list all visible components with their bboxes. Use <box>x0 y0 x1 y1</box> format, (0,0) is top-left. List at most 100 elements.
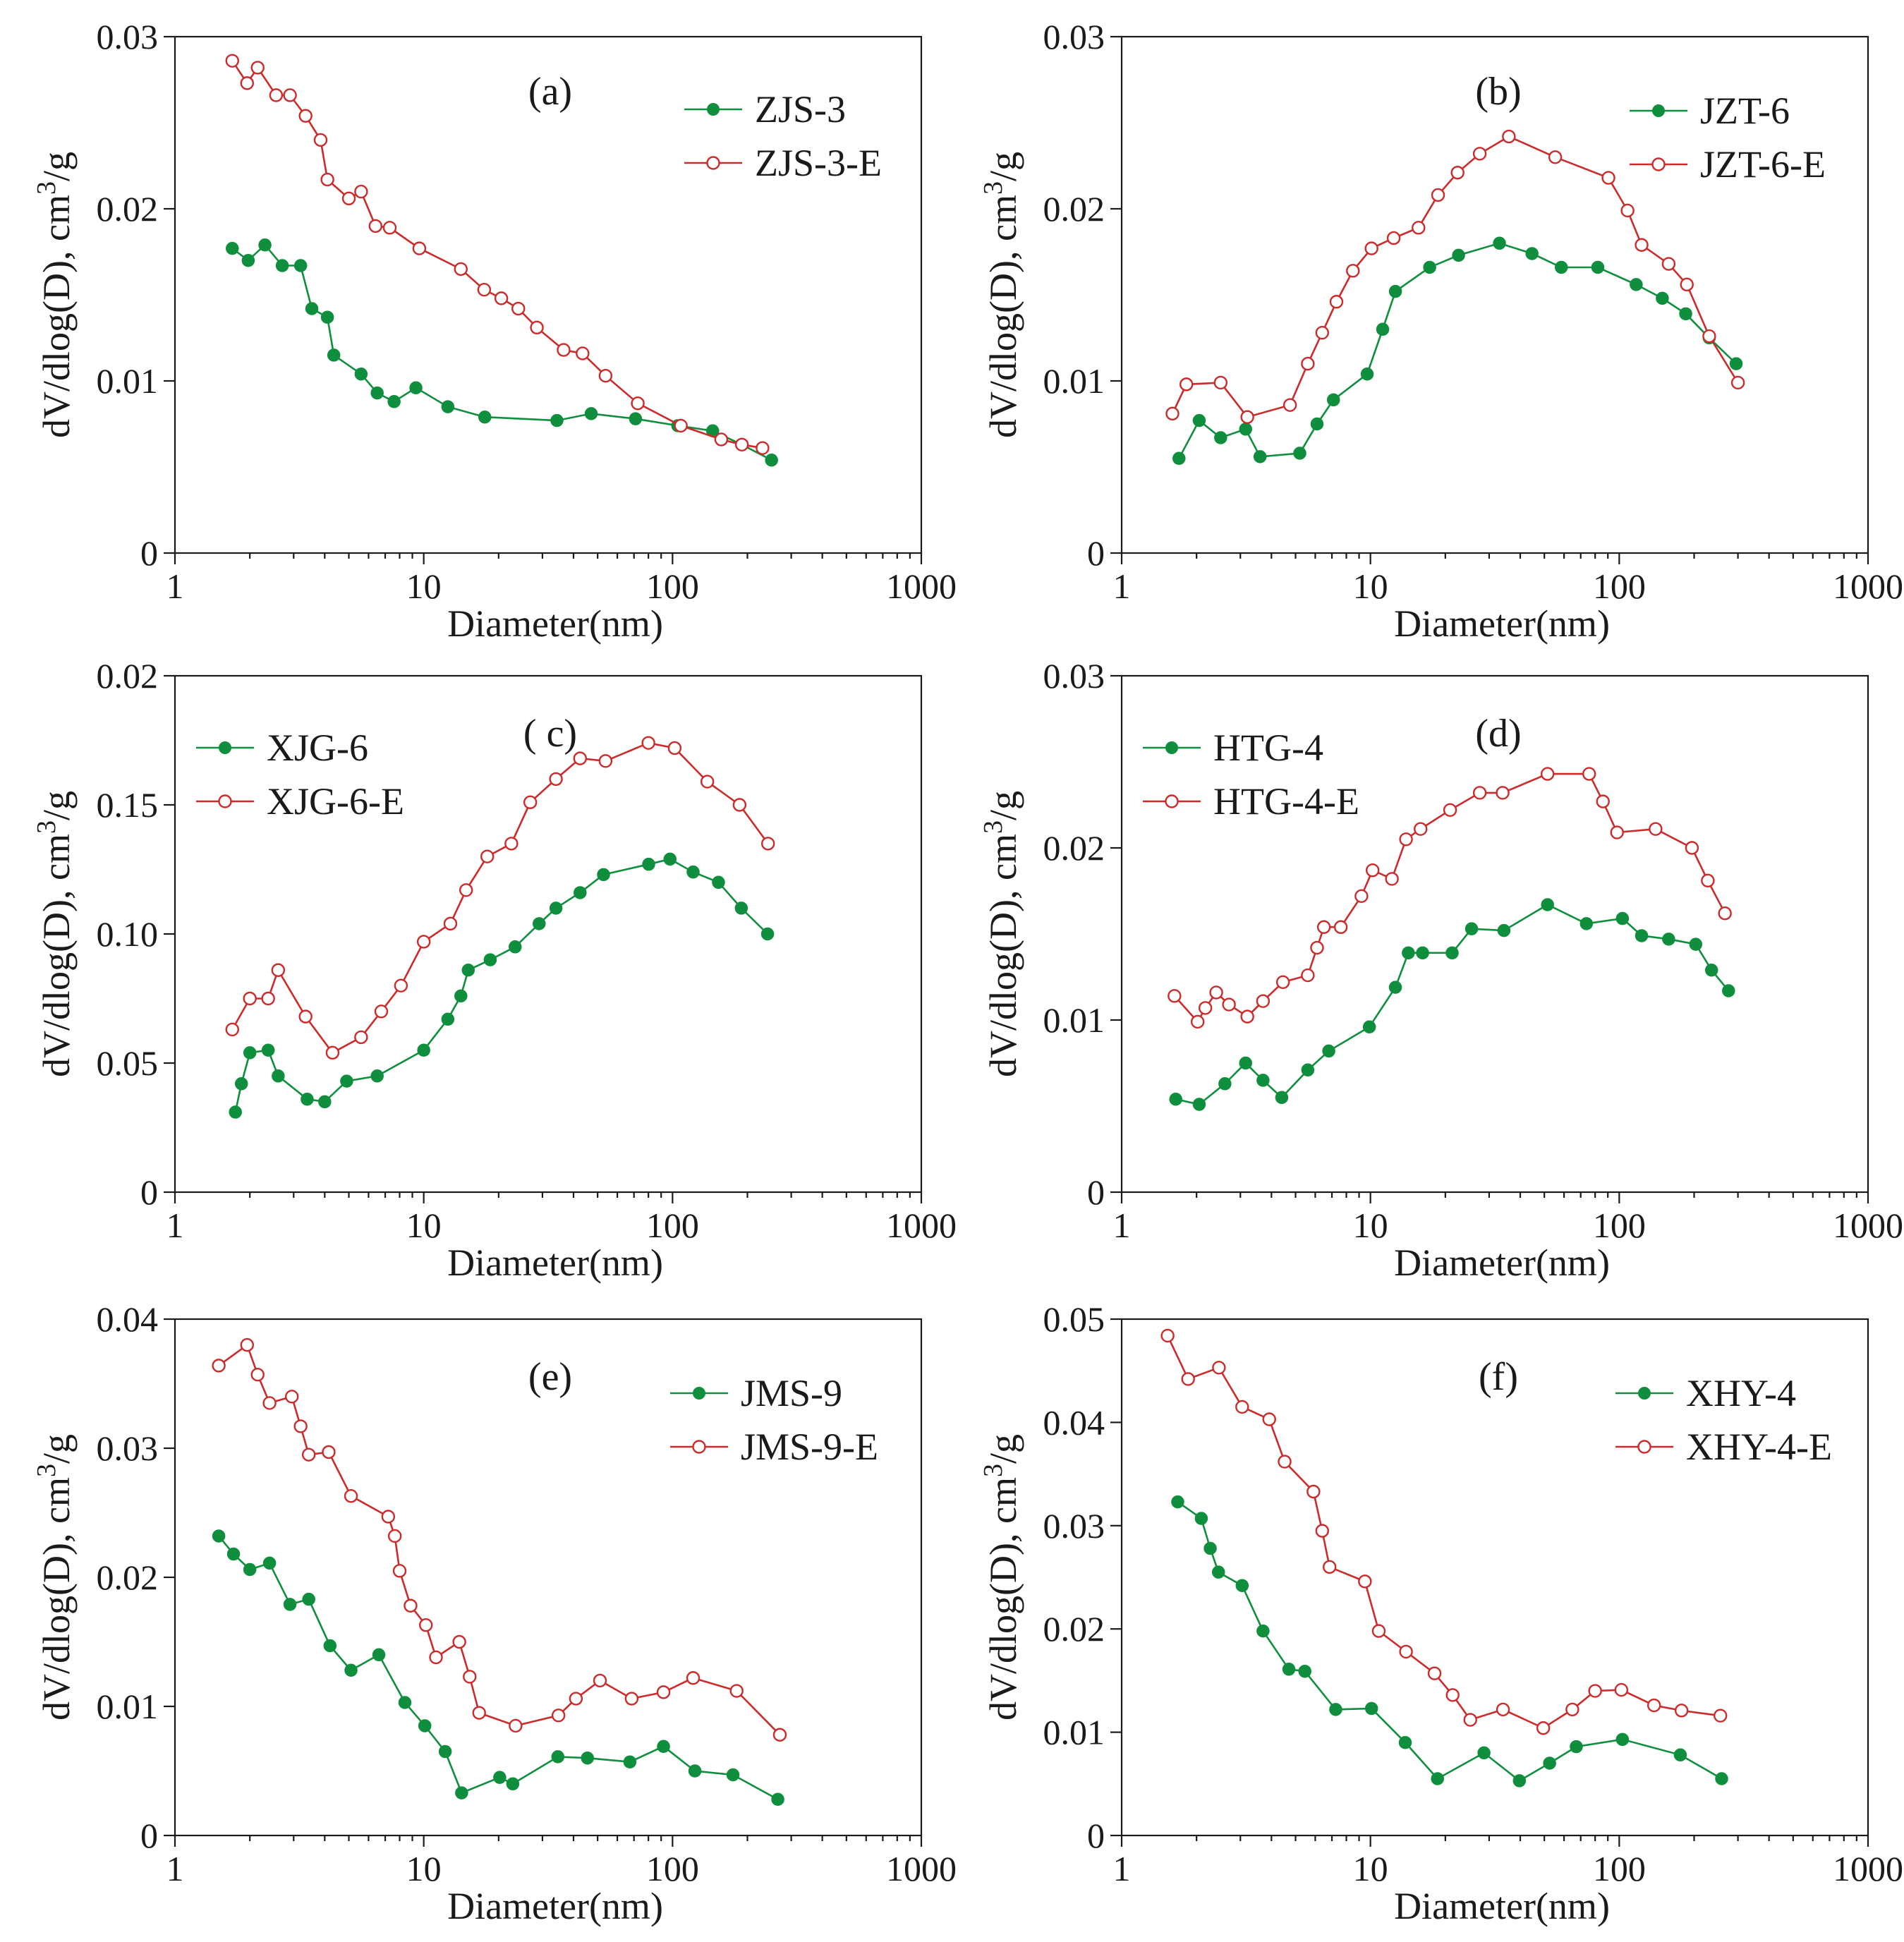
legend-entry: ZJS-3 <box>684 88 846 131</box>
data-point <box>404 1598 418 1613</box>
data-point <box>1656 291 1669 305</box>
y-axis-title: dV/dlog(D), cm3/g <box>978 152 1024 438</box>
legend-label: JZT-6-E <box>1700 143 1826 186</box>
data-point <box>382 221 397 235</box>
series-XHY-4-E <box>1160 1328 1728 1735</box>
data-point <box>305 302 319 315</box>
legend-marker <box>218 794 232 808</box>
x-axis-title: Diameter(nm) <box>447 602 663 645</box>
data-point <box>459 883 473 897</box>
data-point <box>1588 1684 1602 1698</box>
data-point <box>301 1092 314 1106</box>
data-point <box>212 1529 226 1543</box>
data-point <box>452 1634 466 1649</box>
x-tick-label: 100 <box>646 1849 699 1888</box>
data-point <box>1310 417 1324 431</box>
data-point <box>624 1692 639 1706</box>
data-point <box>1239 423 1252 436</box>
data-point <box>416 935 431 949</box>
x-tick-label: 1000 <box>886 566 957 606</box>
chart-panel-4: 1 10 100 1000 0 0.01 0.02 0.03 Diameter(nm) dV/dl… <box>978 656 1903 1284</box>
data-point <box>262 1556 277 1570</box>
data-point <box>417 1043 430 1057</box>
data-point <box>1620 203 1635 218</box>
data-point <box>1169 1092 1182 1106</box>
data-point <box>1601 171 1615 185</box>
data-point <box>1512 1774 1527 1788</box>
data-point <box>1240 1009 1254 1024</box>
data-point <box>1192 1098 1206 1111</box>
data-point <box>1647 1698 1661 1713</box>
data-point <box>1283 398 1297 412</box>
legend-label: XJG-6-E <box>267 780 404 823</box>
data-point <box>1346 264 1360 278</box>
data-point <box>229 1105 242 1119</box>
panel-label: (d) <box>1475 712 1521 755</box>
legend-label: JZT-6 <box>1700 90 1790 132</box>
y-tick-label: 0 <box>140 1816 158 1855</box>
data-point <box>443 916 458 931</box>
data-point <box>1570 1740 1583 1754</box>
data-point <box>225 54 239 68</box>
data-point <box>1679 307 1692 321</box>
legend-marker <box>219 741 231 754</box>
data-point <box>656 1685 671 1699</box>
data-point <box>323 1639 337 1653</box>
data-point <box>686 1671 701 1685</box>
data-point <box>418 1618 433 1632</box>
y-tick-label: 0 <box>1087 533 1105 573</box>
data-point <box>454 262 468 277</box>
data-point <box>631 396 645 411</box>
data-point <box>250 61 265 75</box>
x-tick-label: 1000 <box>1833 1206 1903 1245</box>
y-tick-label: 0.03 <box>1043 17 1105 56</box>
data-point <box>409 381 423 395</box>
plot-frame <box>1120 1318 1869 1837</box>
data-point <box>574 886 587 899</box>
data-point <box>1615 911 1630 926</box>
data-point <box>1729 357 1743 370</box>
y-tick-label: 0.02 <box>97 656 159 696</box>
data-point <box>1399 1644 1413 1659</box>
data-point <box>734 902 748 915</box>
y-tick-label: 0.01 <box>1043 1713 1105 1752</box>
data-point <box>1525 247 1539 260</box>
data-point <box>1722 984 1735 997</box>
data-point <box>714 432 729 447</box>
data-point <box>581 1751 594 1765</box>
data-point <box>398 1696 412 1709</box>
y-axis-title: dV/dlog(D), cm3/g <box>32 152 78 438</box>
data-point <box>387 395 401 408</box>
y-axis-title: dV/dlog(D), cm3/g <box>978 1434 1024 1721</box>
y-tick-label: 0.01 <box>1043 1000 1105 1040</box>
series-ZJS-3-E <box>225 54 770 455</box>
data-point <box>258 238 272 252</box>
x-tick-label: 100 <box>1593 566 1646 606</box>
data-point <box>686 865 700 879</box>
data-point <box>623 1755 637 1768</box>
legend-label: XHY-4-E <box>1686 1426 1832 1468</box>
data-point <box>1362 1020 1376 1034</box>
data-point <box>293 1419 308 1433</box>
data-point <box>1472 147 1487 161</box>
data-point <box>313 133 328 147</box>
x-axis-title: Diameter(nm) <box>447 1885 663 1927</box>
y-tick-label: 0.02 <box>1043 828 1105 868</box>
data-point <box>234 1077 248 1091</box>
legend-entry: ZJS-3-E <box>684 142 882 184</box>
data-point <box>370 386 384 400</box>
data-point <box>1253 450 1267 463</box>
data-point <box>354 184 368 199</box>
data-point <box>1540 767 1555 781</box>
data-point <box>771 1792 784 1807</box>
data-point <box>1548 150 1563 164</box>
data-point <box>1661 257 1676 271</box>
data-point <box>549 902 563 915</box>
data-point <box>243 991 257 1006</box>
data-point <box>1427 1666 1442 1680</box>
data-point <box>1445 946 1459 960</box>
data-point <box>441 400 455 413</box>
data-point <box>597 868 610 882</box>
x-axis-title: Diameter(nm) <box>447 1242 663 1284</box>
data-point <box>1256 994 1271 1008</box>
